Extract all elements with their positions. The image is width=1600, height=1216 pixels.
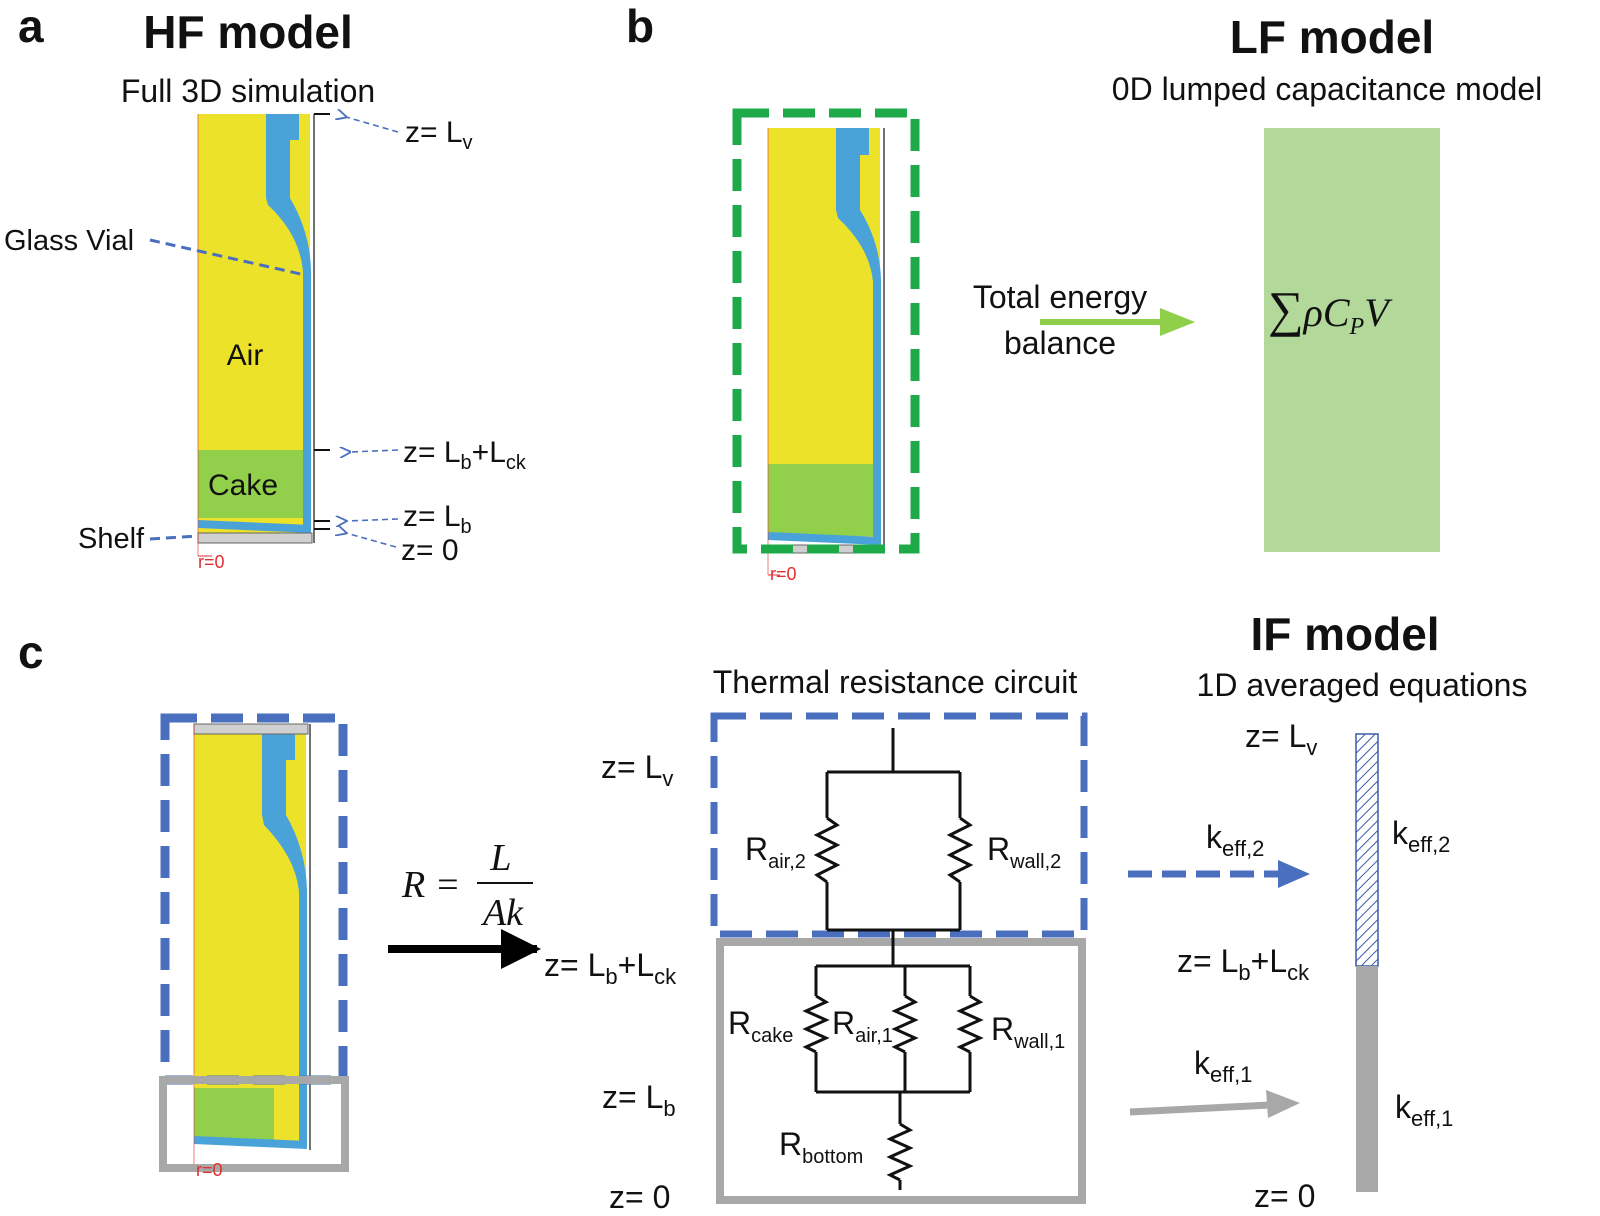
lf-model-title: LF model [1230, 11, 1434, 63]
formula-numerator: L [489, 837, 511, 879]
hf-model-subtitle: Full 3D simulation [121, 73, 375, 109]
glass-vial-label: Glass Vial [4, 225, 134, 257]
r-air1-label: Rair,1 [832, 1005, 893, 1047]
if-keff2-label: keff,2 [1392, 815, 1450, 857]
lf-vial-cross-section [767, 128, 885, 576]
panel-a: a HF model Full 3D simulation r=0 Air Ca… [4, 0, 527, 572]
circuit-upper-box [710, 712, 1088, 938]
if-upper-segment [1355, 733, 1379, 967]
if-z-zero: z= 0 [1254, 1178, 1315, 1214]
lumped-formula: ∑ρCPV [1268, 281, 1393, 340]
z-zero-label: z= 0 [401, 534, 459, 567]
r-wall2-label: Rwall,2 [987, 831, 1061, 873]
circuit-title: Thermal resistance circuit [713, 664, 1078, 700]
hf-model-title: HF model [143, 6, 353, 58]
cake-region [198, 450, 308, 518]
cake-label: Cake [208, 469, 278, 502]
r-bottom-label: Rbottom [779, 1126, 863, 1168]
lf-model-subtitle: 0D lumped capacitance model [1112, 71, 1542, 107]
keff1-arrow [1129, 1101, 1271, 1116]
shelf-label: Shelf [78, 523, 145, 555]
r-zero-label-b: r=0 [770, 564, 797, 584]
r-cake-label: Rcake [728, 1005, 793, 1047]
panel-c: c r=0 R = L Ak Thermal resistance circui… [18, 608, 1527, 1215]
z-lb-lck-label: z= Lb+Lck [403, 436, 527, 474]
lf-lumped-box [1264, 128, 1440, 552]
circuit-z-lb: z= Lb [602, 1079, 676, 1121]
panel-b: b LF model 0D lumped capacitance model r… [626, 0, 1542, 584]
circuit-wires [802, 728, 984, 1190]
keff2-arrow-label: keff,2 [1206, 819, 1264, 861]
circuit-z-lb-lck: z= Lb+Lck [544, 947, 677, 989]
r-zero-label: r=0 [198, 552, 225, 572]
hf-vial-cross-section [197, 114, 315, 557]
panel-a-letter: a [18, 0, 44, 52]
glass-bottom [198, 520, 311, 533]
energy-balance-arrowhead [1160, 308, 1195, 336]
r-zero-label-c: r=0 [196, 1160, 223, 1180]
circuit-z-zero: z= 0 [609, 1179, 670, 1215]
balance-label: balance [1004, 325, 1116, 361]
glass-wall [266, 114, 311, 535]
z-lv-label: z= Lv [405, 116, 473, 154]
grey-lower-region [159, 1076, 349, 1172]
total-energy-label: Total energy [973, 279, 1147, 315]
shelf-region [197, 532, 313, 544]
if-vial-cross-section [193, 723, 311, 1165]
circuit-z-lv: z= Lv [601, 749, 673, 791]
keff1-arrow-label: keff,1 [1194, 1045, 1252, 1087]
glass-vial-leader [149, 238, 306, 277]
r-wall1-label: Rwall,1 [991, 1011, 1065, 1053]
panel-b-letter: b [626, 0, 654, 52]
r-air2-label: Rair,2 [745, 831, 806, 873]
circuit-lower-box [716, 938, 1086, 1204]
if-z-lv: z= Lv [1245, 718, 1317, 760]
resistance-formula: R = [401, 864, 460, 906]
green-dashed-control-volume [732, 108, 920, 554]
panel-c-letter: c [18, 626, 44, 678]
if-z-lb-lck: z= Lb+Lck [1177, 943, 1310, 985]
if-model-title: IF model [1250, 608, 1439, 660]
shelf-leader [149, 534, 199, 541]
if-keff1-label: keff,1 [1395, 1089, 1453, 1131]
formula-denominator: Ak [480, 892, 524, 934]
if-model-subtitle: 1D averaged equations [1197, 667, 1528, 703]
z-lb-label: z= Lb [403, 500, 472, 538]
air-label: Air [227, 339, 264, 372]
if-lower-segment [1356, 966, 1378, 1192]
